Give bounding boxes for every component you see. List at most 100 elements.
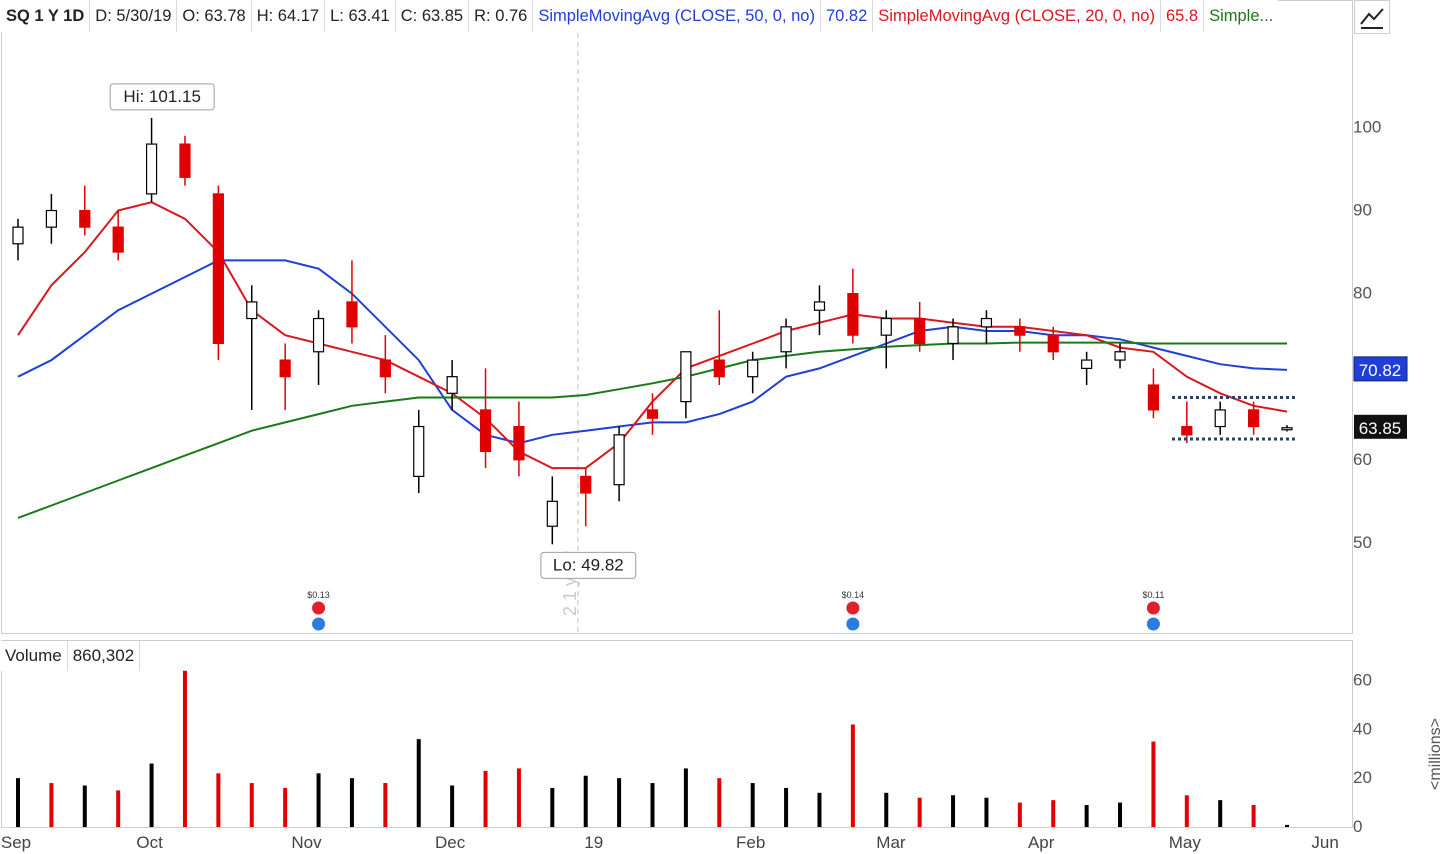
sma200-label[interactable]: Simple... (1209, 7, 1274, 25)
earnings-icon (846, 617, 860, 631)
price-tick-label: 100 (1353, 117, 1381, 136)
volume-bar (617, 778, 622, 827)
volume-bar (550, 787, 555, 827)
high-callout-box (109, 83, 215, 111)
price-tick-label: 70 (1353, 367, 1372, 386)
volume-bar (884, 792, 889, 827)
earnings-icon (312, 617, 326, 631)
x-tick-label: 19 (584, 833, 603, 852)
volume-label: Volume (1, 641, 68, 671)
close-price-tag (1354, 414, 1407, 439)
x-tick-label: Dec (435, 833, 466, 852)
volume-bar (1251, 805, 1256, 827)
candle-body (45, 209, 57, 228)
volume-bar (784, 787, 789, 827)
x-tick-label: Apr (1028, 833, 1055, 852)
close-price-tag-text: 63.85 (1359, 419, 1402, 438)
volume-bar (1084, 805, 1089, 827)
volume-bar (416, 739, 421, 827)
candle-body (279, 359, 291, 378)
candle-body (446, 376, 458, 394)
volume-bar (1285, 824, 1289, 827)
candle-body (646, 409, 659, 419)
volume-bar (1218, 800, 1223, 827)
x-tick-label: Feb (736, 833, 765, 852)
low-callout-box (540, 551, 637, 579)
dividend-icon (312, 601, 326, 615)
candle-body (813, 301, 826, 311)
volume-bar (583, 775, 588, 827)
candle-body (246, 301, 258, 320)
x-tick-label: Oct (136, 833, 163, 852)
volume-bar (984, 797, 989, 827)
volume-axis-unit: <millions> (1427, 718, 1444, 790)
sma50-label[interactable]: SimpleMovingAvg (CLOSE, 50, 0, no) (533, 0, 821, 32)
draw-tool-icon (1360, 8, 1384, 29)
volume-bar (383, 783, 388, 827)
candle-body (1181, 425, 1193, 436)
candle-body (613, 434, 625, 486)
date-label: D: 5/30/19 (90, 0, 178, 32)
candle-body (179, 143, 191, 178)
low-callout: Lo: 49.82 (553, 555, 624, 574)
price-tick-label: 80 (1353, 284, 1372, 303)
x-tick-label: Mar (876, 833, 906, 852)
volume-bar (717, 778, 722, 827)
volume-bar (951, 795, 956, 827)
volume-tick-label: 0 (1353, 817, 1362, 836)
candle-body (947, 326, 959, 345)
volume-bar (116, 790, 121, 827)
dividend-icon (846, 601, 860, 615)
volume-bar (450, 785, 455, 827)
candle-body (1214, 409, 1226, 428)
candle-body (1147, 384, 1160, 411)
candle-body (1014, 326, 1026, 336)
earnings-icon (1146, 617, 1160, 631)
volume-bar (1118, 802, 1123, 827)
candle-body (1114, 351, 1126, 361)
volume-value: 860,302 (68, 641, 141, 671)
volume-bar (82, 785, 87, 827)
volume-bar (349, 778, 354, 827)
volume-bar (49, 783, 54, 827)
sma20-value: 65.8 (1161, 0, 1205, 32)
candle-body (747, 359, 759, 378)
volume-bar (149, 763, 154, 827)
candle-body (479, 409, 492, 453)
candle-body (1047, 334, 1059, 353)
low-label: L: 63.41 (325, 0, 396, 32)
high-callout: Hi: 101.15 (123, 87, 201, 106)
candle-body (312, 317, 325, 353)
candle-body (1081, 359, 1093, 369)
candle-body (379, 359, 391, 378)
volume-bar (917, 797, 922, 827)
candle-body (546, 500, 558, 527)
candle-body (980, 317, 993, 328)
volume-bar (516, 768, 521, 827)
x-tick-label: Nov (291, 833, 322, 852)
sma50-price-tag-text: 70.82 (1359, 361, 1402, 380)
sma20-label[interactable]: SimpleMovingAvg (CLOSE, 20, 0, no) (873, 0, 1161, 32)
x-tick-label: Sep (1, 833, 31, 852)
candle-body (79, 209, 91, 228)
dividend-icon (1146, 601, 1160, 615)
candle-body (346, 301, 358, 328)
drawing-tool-button[interactable] (1354, 0, 1390, 34)
volume-bar (483, 770, 488, 827)
sma50-price-tag (1353, 356, 1408, 382)
volume-pane[interactable] (1, 640, 1353, 828)
price-pane[interactable]: 2 1 year Hi: 101.15 Lo: 49.82 $0.13 $0.14 $0.… (1, 0, 1353, 634)
candle-body (713, 359, 725, 378)
volume-header: Volume 860,302 (1, 641, 141, 671)
dividend-label: $0.11 (1142, 590, 1164, 600)
candle-body (580, 475, 592, 494)
volume-chart[interactable] (2, 641, 1352, 827)
volume-bar (1151, 741, 1156, 827)
sma200-line (17, 341, 1287, 519)
symbol-label[interactable]: SQ 1 Y 1D (1, 0, 91, 32)
volume-bar (283, 787, 288, 827)
volume-bar (1184, 795, 1189, 827)
dividend-label: $0.13 (307, 590, 330, 600)
